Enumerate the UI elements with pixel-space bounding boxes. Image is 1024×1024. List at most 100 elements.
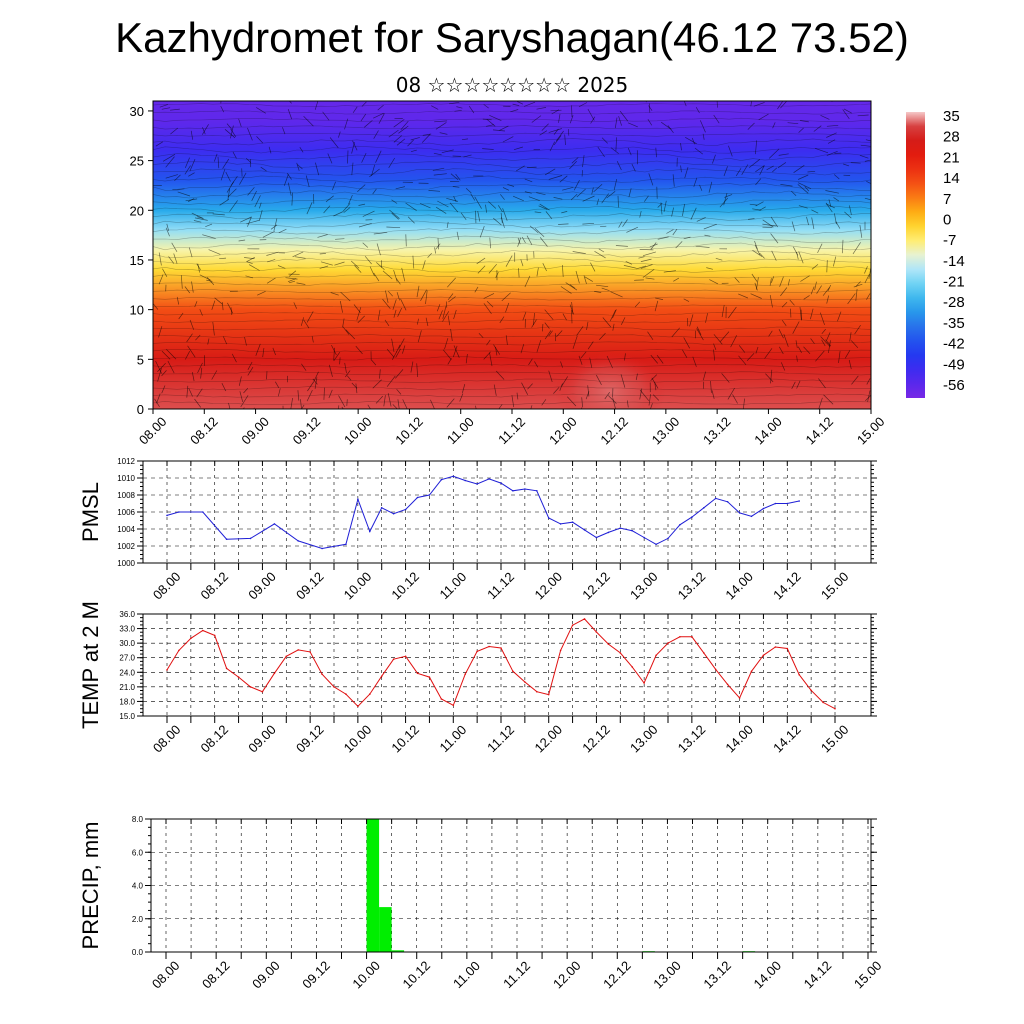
- wind-streamline: [437, 200, 449, 208]
- wind-streamline: [819, 312, 825, 326]
- wind-streamline: [186, 333, 193, 343]
- temp-xtick-label: 11.00: [436, 722, 469, 755]
- heatmap-xtick-label: 12.12: [597, 414, 631, 448]
- wind-streamline: [741, 164, 749, 175]
- heatmap-xtick-label: 09.12: [290, 414, 324, 448]
- wind-streamline: [590, 262, 596, 272]
- contour-line: [153, 183, 871, 191]
- temp-ylabel: TEMP at 2 M: [78, 601, 103, 729]
- wind-streamline: [442, 349, 452, 360]
- pmsl-ytick-label: 1008: [117, 491, 135, 500]
- pmsl-data-point: [440, 478, 443, 481]
- contour-line: [153, 212, 871, 221]
- pmsl-ytick-label: 1010: [117, 474, 135, 483]
- wind-streamline: [672, 228, 678, 236]
- wind-streamline: [246, 261, 253, 265]
- wind-streamline: [595, 374, 602, 385]
- temp-ytick-label: 24.0: [119, 668, 135, 677]
- wind-streamline: [721, 373, 730, 383]
- wind-streamline: [578, 355, 583, 365]
- temp-data-point: [559, 649, 562, 652]
- wind-streamline: [634, 301, 641, 308]
- temp-xtick-label: 14.00: [722, 722, 756, 756]
- contour-line: [153, 386, 871, 391]
- wind-streamline: [445, 301, 448, 308]
- wind-streamline: [709, 279, 719, 285]
- temp-data-point: [297, 649, 300, 651]
- temp-data-point: [285, 655, 288, 658]
- precip-xtick-label: 09.00: [249, 958, 283, 992]
- wind-streamline: [593, 183, 603, 193]
- wind-streamline: [251, 190, 257, 201]
- wind-streamline: [356, 307, 362, 321]
- wind-streamline: [442, 306, 447, 319]
- wind-streamline: [441, 149, 454, 154]
- wind-streamline: [569, 284, 576, 289]
- wind-streamline: [312, 378, 318, 385]
- wind-streamline: [188, 247, 193, 258]
- wind-streamline: [797, 184, 809, 194]
- wind-streamline: [536, 267, 539, 277]
- pmsl-data-point: [643, 536, 645, 539]
- wind-streamline: [798, 205, 808, 209]
- wind-streamline: [750, 293, 762, 299]
- wind-streamline: [818, 397, 823, 409]
- pmsl-data-point: [655, 543, 657, 546]
- wind-streamline: [328, 364, 333, 377]
- wind-streamline: [748, 159, 761, 168]
- wind-streamline: [612, 397, 616, 409]
- wind-streamline: [777, 101, 784, 110]
- heatmap-ytick-label: 5: [137, 352, 144, 367]
- wind-streamline: [171, 242, 178, 252]
- wind-streamline: [800, 275, 810, 282]
- wind-streamline: [870, 200, 871, 202]
- wind-streamline: [769, 278, 772, 286]
- wind-streamline: [742, 398, 745, 409]
- heatmap-xtick-label: 14.12: [803, 414, 837, 448]
- wind-streamline: [186, 385, 189, 398]
- precip-frame: [150, 818, 872, 953]
- wind-streamline: [246, 256, 255, 262]
- temp-data-point: [524, 681, 526, 683]
- temp-xtick-label: 08.12: [198, 722, 232, 756]
- wind-streamline: [766, 165, 774, 171]
- wind-streamline: [647, 331, 654, 340]
- wind-streamline: [386, 375, 396, 387]
- wind-streamline: [734, 277, 740, 283]
- wind-streamline: [350, 260, 360, 269]
- pmsl-xtick-label: 12.00: [532, 569, 566, 603]
- wind-streamline: [849, 205, 852, 215]
- precip-xtick-label: 11.00: [450, 958, 483, 991]
- heatmap-xtick-label: 13.00: [649, 414, 683, 448]
- wind-streamline: [751, 273, 758, 282]
- colorbar-label: -14: [943, 253, 965, 270]
- wind-streamline: [501, 292, 511, 302]
- wind-streamline: [221, 302, 224, 311]
- wind-streamline: [290, 397, 293, 409]
- pmsl-ytick-label: 1002: [117, 542, 135, 551]
- wind-streamline: [639, 249, 654, 251]
- wind-streamline: [868, 267, 871, 279]
- contour-line: [153, 257, 871, 266]
- wind-streamline: [229, 200, 238, 212]
- wind-streamline: [727, 387, 735, 400]
- contour-line: [153, 125, 871, 130]
- wind-streamline: [853, 283, 863, 288]
- colorbar-label: 35: [943, 108, 960, 125]
- precip-bar: [379, 907, 392, 952]
- wind-streamline: [754, 282, 758, 291]
- wind-streamline: [689, 314, 694, 327]
- wind-streamline: [395, 348, 401, 358]
- wind-streamline: [732, 394, 738, 404]
- wind-streamline: [619, 110, 629, 122]
- wind-streamline: [393, 269, 398, 282]
- wind-streamline: [377, 104, 384, 111]
- temp-data-point: [583, 618, 586, 620]
- wind-streamline: [334, 261, 345, 266]
- wind-streamline: [355, 345, 363, 355]
- temp-ytick-label: 30.0: [119, 639, 135, 648]
- wind-streamline: [189, 319, 195, 330]
- wind-streamline: [570, 193, 578, 201]
- wind-streamline: [465, 353, 468, 364]
- pmsl-data-point: [166, 514, 168, 517]
